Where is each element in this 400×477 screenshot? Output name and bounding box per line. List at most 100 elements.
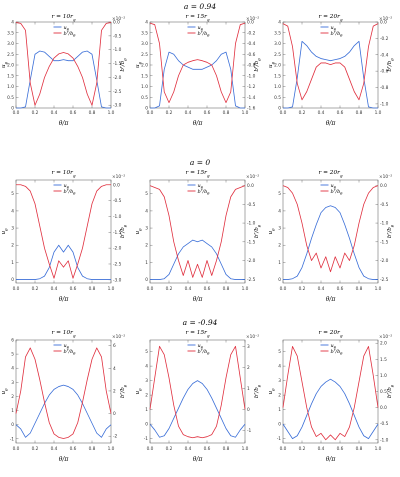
br-btheta-series-line [282,23,379,101]
right-tick-label: -1.2 [247,84,256,90]
right-tick-label: -2 [113,434,118,440]
legend-label: uθ [198,25,204,32]
x-tick-label: 0.4 [318,110,325,116]
left-tick-label: 0 [11,422,14,428]
panel-title: r = 15rg [185,14,209,22]
u-theta-series-line [149,380,246,438]
left-tick-label: 2 [11,394,14,400]
x-tick-label: 0.6 [70,110,77,116]
u-theta-series-line [150,51,245,109]
left-tick-label: 1 [11,260,14,266]
u-theta-series-line [16,244,111,280]
x-tick-label: 0.6 [337,446,344,452]
x-tick-label: 0.6 [204,286,211,292]
legend-label: br/bθ [64,188,77,196]
x-tick-label: 1.0 [108,446,115,452]
panel-title: r = 10rg [51,170,75,178]
plot-frame [15,179,112,284]
right-tick-label: -3.0 [113,277,122,283]
right-tick-label: 2 [113,388,116,394]
left-tick-label: 1.5 [141,73,148,79]
x-axis-label: θ/π [326,296,337,303]
br-btheta-series-line [15,22,112,106]
br-btheta-series-line [149,185,246,278]
legend-label: uθ [331,183,337,190]
left-tick-label: 5 [145,191,148,197]
x-tick-label: 1.0 [242,286,249,292]
panel-title: r = 15rg [185,330,209,338]
left-tick-label: 4 [145,208,148,214]
left-tick-label: 0.5 [274,95,281,101]
right-tick-label: -2.0 [113,75,122,81]
left-tick-label: 2 [11,243,14,249]
right-axis-exponent: ×10⁻² [112,16,125,22]
x-tick-label: 1.0 [375,110,382,116]
right-tick-label: -0.8 [380,85,389,91]
left-tick-label: 0 [278,106,281,112]
x-tick-label: 0.8 [223,446,230,452]
right-tick-label: -1.0 [247,221,256,227]
x-tick-label: 0.0 [13,286,20,292]
x-tick-label: 0.6 [204,110,211,116]
x-axis-label: θ/π [59,296,70,303]
left-tick-label: 4 [11,208,14,214]
panel-title: r = 20rg [318,14,342,22]
x-tick-label: 1.0 [242,446,249,452]
left-tick-label: 1.0 [141,84,148,90]
right-tick-label: -1.0 [113,214,122,220]
right-tick-label: -1.0 [380,221,389,227]
left-tick-label: -1 [144,436,149,442]
x-tick-label: 1.0 [242,110,249,116]
x-tick-label: 0.2 [299,446,306,452]
plot-frame [282,179,379,284]
left-tick-label: 0 [11,277,14,283]
u-theta-series-line [15,384,112,438]
left-tick-label: 1 [278,260,281,266]
right-tick-label: 0.0 [247,20,254,26]
left-tick-label: -1 [10,436,15,442]
row-title: a = 0.94 [184,2,216,11]
right-tick-label: -1.5 [247,239,256,245]
right-tick-label: -0.5 [380,421,389,427]
right-tick-label: -2.5 [247,277,256,283]
x-tick-label: 0.4 [185,286,192,292]
right-tick-label: 0.0 [380,183,387,189]
right-axis-label: br/bθ [118,224,128,238]
right-tick-label: -0.8 [247,63,256,69]
x-axis-label: θ/π [326,120,337,127]
panel-title: r = 20rg [318,330,342,338]
left-tick-label: 2 [145,393,148,399]
right-tick-label: -0.5 [113,198,122,204]
plot-frame [149,339,246,444]
left-tick-label: 3.5 [141,30,148,36]
x-tick-label: 1.0 [375,286,382,292]
left-tick-label: 3.5 [7,30,14,36]
left-tick-label: 2.0 [141,63,148,69]
right-tick-label: -0.5 [113,33,122,39]
u-theta-series-line [150,239,245,280]
x-tick-label: 0.0 [280,286,287,292]
right-axis-label: br/bθ [118,384,128,398]
row-title: a = -0.94 [183,318,218,327]
left-tick-label: 2.0 [7,63,14,69]
right-tick-label: 1.0 [380,373,387,379]
panel-title: r = 10rg [51,14,75,22]
left-tick-label: 5 [278,349,281,355]
right-axis-exponent: ×10⁻² [379,174,392,180]
x-tick-label: 0.4 [51,286,58,292]
x-tick-label: 0.2 [166,286,173,292]
legend-label: br/bθ [331,30,344,38]
x-tick-label: 0.8 [356,110,363,116]
right-tick-label: -1.5 [113,230,122,236]
x-tick-label: 0.0 [147,110,154,116]
x-tick-label: 0.4 [51,110,58,116]
left-tick-label: 2 [278,393,281,399]
left-axis-label: uθ [1,61,9,68]
left-tick-label: 2.0 [274,63,281,69]
right-tick-label: 1 [247,386,250,392]
right-tick-label: 0 [113,411,116,417]
left-tick-label: 5 [278,191,281,197]
left-tick-label: 4 [11,366,14,372]
x-tick-label: 0.8 [356,446,363,452]
left-tick-label: 3.0 [274,41,281,47]
